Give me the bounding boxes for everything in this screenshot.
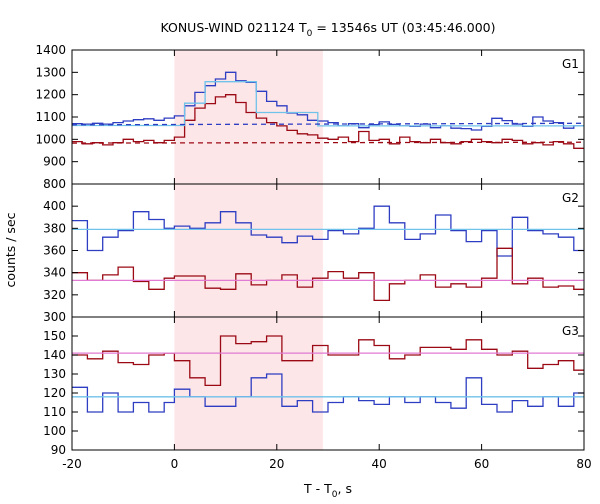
y-tick-label: 300 <box>43 310 66 324</box>
y-tick-label: 380 <box>43 221 66 235</box>
xlabel-prefix: T - T <box>303 481 332 496</box>
x-tick-label: 0 <box>171 457 179 471</box>
panel-label: G1 <box>562 57 579 71</box>
y-tick-label: 1000 <box>35 132 66 146</box>
title-suffix: = 13546s UT (03:45:46.000) <box>312 20 495 35</box>
y-tick-label: 120 <box>43 386 66 400</box>
x-tick-label: 40 <box>372 457 387 471</box>
y-tick-label: 100 <box>43 424 66 438</box>
xlabel-sub: 0 <box>332 490 338 500</box>
series-group <box>72 335 584 413</box>
series-lightblue-step-2 <box>72 81 584 127</box>
y-tick-label: 1200 <box>35 88 66 102</box>
highlight-band <box>174 184 323 317</box>
title-prefix: KONUS-WIND 021124 T <box>160 20 306 35</box>
x-axis-label: T - T0, s <box>303 481 352 500</box>
chart-title: KONUS-WIND 021124 T0 = 13546s UT (03:45:… <box>160 20 495 39</box>
series-group <box>72 205 584 302</box>
panel-label: G2 <box>562 191 579 205</box>
panel-frame <box>71 183 585 318</box>
panel-g3: 90 100 110 120 130 140 150 G3 <box>43 316 585 457</box>
highlight-band <box>174 317 323 450</box>
y-tick-label: 800 <box>43 177 66 191</box>
panel-g2: 300 320 340 360 380 400 G2 <box>43 183 585 324</box>
series-darkred-step-1 <box>72 335 584 387</box>
y-tick-label: 90 <box>51 443 66 457</box>
xlabel-suffix: , s <box>338 481 352 496</box>
x-tick-label: 60 <box>474 457 489 471</box>
panel-frame <box>71 316 585 451</box>
series-blue-dashed-3 <box>72 122 584 126</box>
y-tick-label: 150 <box>43 329 66 343</box>
y-tick-label: 900 <box>43 155 66 169</box>
y-tick-label: 130 <box>43 367 66 381</box>
x-tick-label: 80 <box>576 457 591 471</box>
y-tick-label: 140 <box>43 348 66 362</box>
y-tick-label: 340 <box>43 266 66 280</box>
y-tick-label: 320 <box>43 288 66 302</box>
y-tick-label: 110 <box>43 405 66 419</box>
y-tick-label: 400 <box>43 199 66 213</box>
y-tick-label: 1100 <box>35 110 66 124</box>
y-tick-label: 360 <box>43 244 66 258</box>
series-group <box>72 71 584 149</box>
x-tick-label: -20 <box>62 457 82 471</box>
y-axis-label: counts / sec <box>3 212 18 287</box>
y-tick-label: 1400 <box>35 43 66 57</box>
panel-frame <box>71 49 585 185</box>
panel-g1: 800 900 1000 1100 1200 1300 1400 G1 <box>35 43 585 191</box>
series-blue-step-0 <box>72 71 584 131</box>
x-tick-label: 20 <box>269 457 284 471</box>
series-darkred-dashed-4 <box>72 141 584 144</box>
series-darkred-step-1 <box>72 247 584 302</box>
series-blue-step-0 <box>72 373 584 413</box>
panel-label: G3 <box>562 324 579 338</box>
title-sub: 0 <box>307 29 313 39</box>
highlight-band <box>174 50 323 184</box>
y-tick-label: 1300 <box>35 65 66 79</box>
